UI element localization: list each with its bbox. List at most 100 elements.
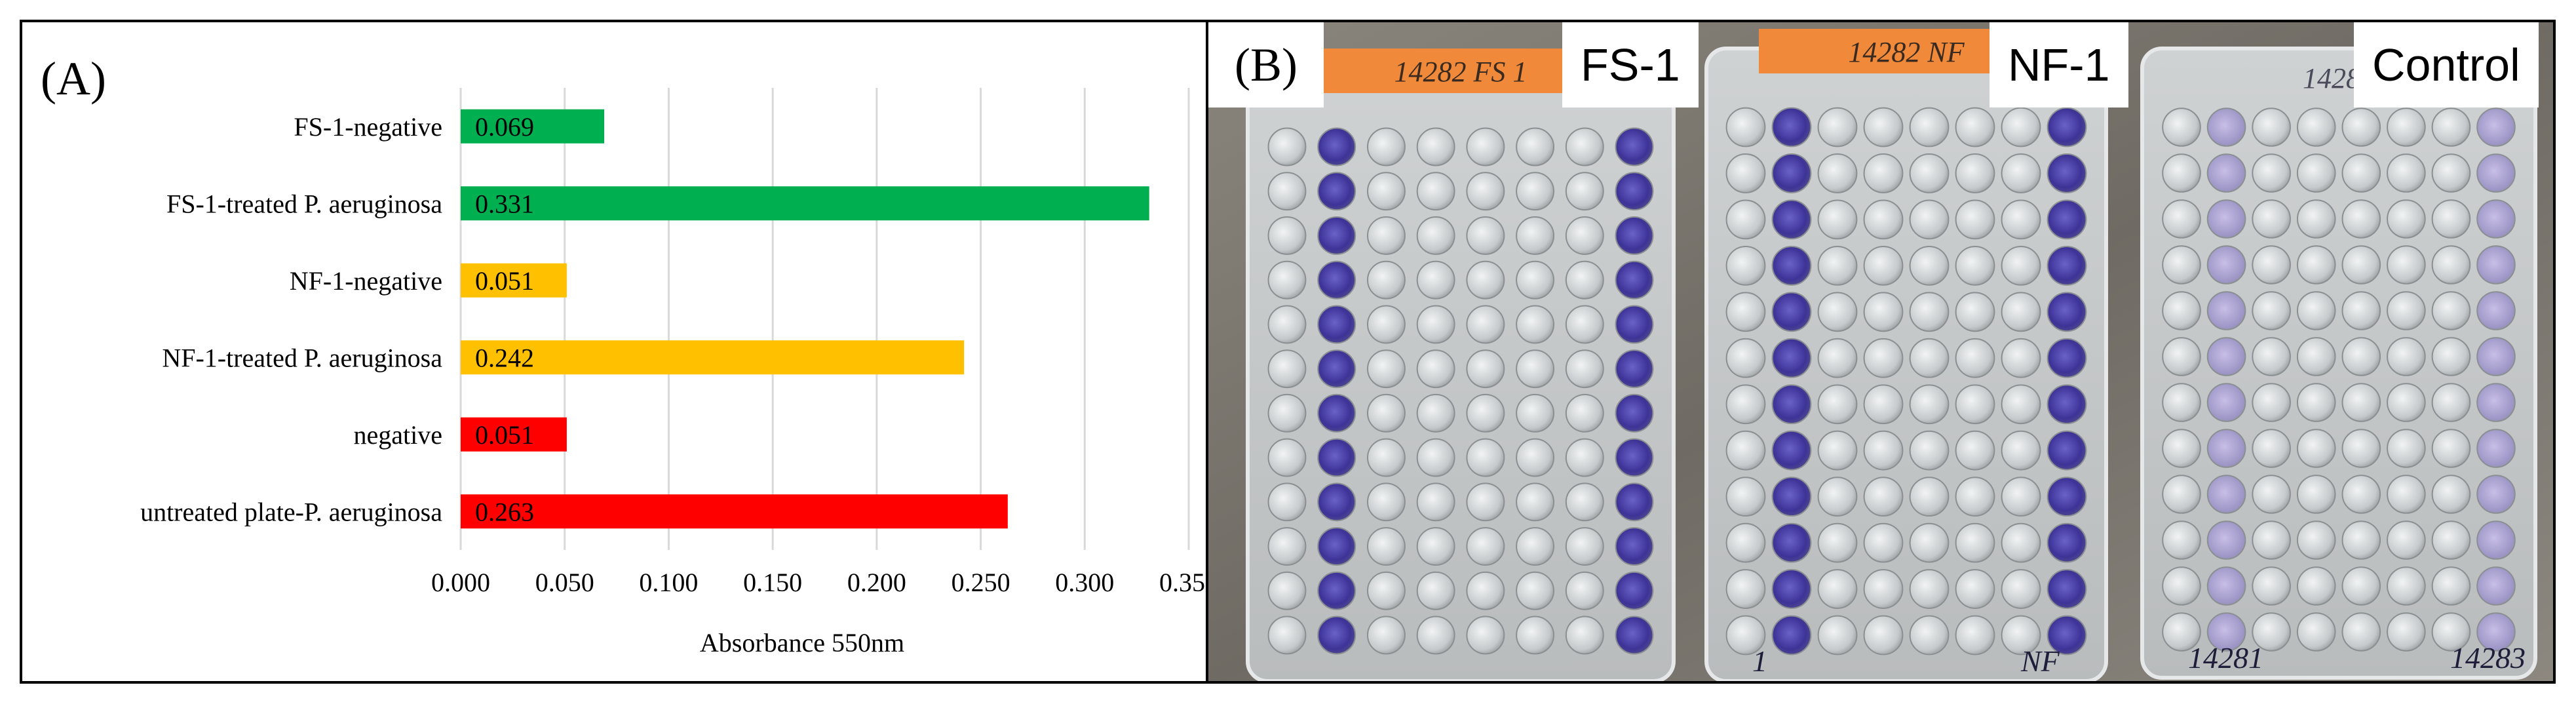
well bbox=[2162, 475, 2201, 514]
well bbox=[1863, 615, 1904, 655]
well bbox=[1516, 438, 1555, 477]
stained-well bbox=[2206, 429, 2246, 468]
bar-value-label: 0.069 bbox=[475, 112, 534, 142]
well bbox=[1955, 522, 1995, 563]
stained-well bbox=[1317, 527, 1356, 566]
bar-value-label: 0.331 bbox=[475, 189, 534, 218]
well bbox=[1817, 107, 1858, 147]
stained-well bbox=[2047, 199, 2087, 240]
plate-body bbox=[1704, 47, 2108, 681]
well bbox=[1817, 384, 1858, 425]
well bbox=[2296, 153, 2336, 193]
well bbox=[2252, 383, 2291, 422]
well bbox=[2431, 429, 2471, 468]
stained-well bbox=[1615, 527, 1654, 566]
bar bbox=[461, 109, 605, 144]
well bbox=[1366, 393, 1406, 433]
well bbox=[1267, 482, 1307, 522]
stained-well bbox=[1317, 305, 1356, 344]
well bbox=[2341, 566, 2381, 606]
well bbox=[1863, 384, 1904, 425]
well bbox=[1725, 338, 1766, 378]
well bbox=[2162, 199, 2201, 239]
bar bbox=[461, 494, 1008, 529]
well bbox=[2296, 612, 2336, 652]
stained-well bbox=[1771, 569, 1812, 609]
well bbox=[1565, 393, 1604, 433]
stained-well bbox=[1615, 216, 1654, 255]
stained-well bbox=[1317, 393, 1356, 433]
bar bbox=[461, 417, 567, 452]
stained-well bbox=[2476, 108, 2516, 147]
bar-chart: (A) 0.069 0.331 0.051 0.242 0.051 0.263 FS-1-… bbox=[41, 52, 1218, 657]
x-tick-label: 0.100 bbox=[639, 568, 698, 597]
well bbox=[1565, 216, 1604, 255]
stained-well bbox=[1771, 245, 1812, 286]
well bbox=[1366, 482, 1406, 522]
stained-well bbox=[2206, 475, 2246, 514]
well bbox=[2296, 520, 2336, 560]
well bbox=[2001, 153, 2041, 193]
well bbox=[1909, 338, 1950, 378]
stained-well bbox=[2206, 520, 2246, 560]
well bbox=[2001, 430, 2041, 471]
well bbox=[1565, 349, 1604, 389]
well bbox=[1817, 522, 1858, 563]
well bbox=[2162, 245, 2201, 284]
bar-value-label: 0.051 bbox=[475, 266, 534, 296]
stained-well bbox=[1615, 305, 1654, 344]
well bbox=[1267, 260, 1307, 300]
well bbox=[2341, 291, 2381, 330]
chart-x-tick-labels: 0.000 0.050 0.100 0.150 0.200 0.250 0.300 0.350 bbox=[431, 568, 1218, 597]
well bbox=[1863, 569, 1904, 609]
well bbox=[1366, 349, 1406, 389]
well bbox=[1516, 616, 1555, 655]
well bbox=[1725, 153, 1766, 193]
stained-well bbox=[1615, 571, 1654, 610]
bar bbox=[461, 340, 965, 375]
well bbox=[1955, 153, 1995, 193]
well bbox=[1909, 153, 1950, 193]
well bbox=[1516, 216, 1555, 255]
well bbox=[2001, 384, 2041, 425]
stained-well bbox=[2206, 566, 2246, 606]
well bbox=[2296, 429, 2336, 468]
stained-well bbox=[1615, 482, 1654, 522]
well bbox=[1725, 615, 1766, 655]
well bbox=[2341, 245, 2381, 284]
well bbox=[2387, 475, 2426, 514]
well bbox=[1955, 292, 1995, 332]
well bbox=[1416, 482, 1455, 522]
well bbox=[1863, 199, 1904, 240]
well bbox=[2162, 153, 2201, 193]
well bbox=[1466, 482, 1505, 522]
well bbox=[2387, 429, 2426, 468]
stained-well bbox=[1317, 127, 1356, 166]
bar-value-label: 0.242 bbox=[475, 343, 534, 372]
well bbox=[1725, 569, 1766, 609]
category-label: untreated plate-P. aeruginosa bbox=[140, 497, 442, 526]
stained-well bbox=[2047, 292, 2087, 332]
well bbox=[2252, 612, 2291, 652]
well bbox=[1565, 260, 1604, 300]
well bbox=[2387, 520, 2426, 560]
well bbox=[1565, 527, 1604, 566]
well bbox=[2387, 566, 2426, 606]
well bbox=[2252, 337, 2291, 376]
well bbox=[1466, 527, 1505, 566]
x-tick-label: 0.200 bbox=[847, 568, 906, 597]
well bbox=[2001, 477, 2041, 517]
well bbox=[1267, 438, 1307, 477]
stained-well bbox=[2476, 520, 2516, 560]
plate-nf1: 14282 NF 1 NF bbox=[1704, 29, 2108, 681]
well bbox=[2431, 475, 2471, 514]
label-fs1: FS-1 bbox=[1562, 22, 1699, 108]
stained-well bbox=[2047, 384, 2087, 425]
stained-well bbox=[1771, 292, 1812, 332]
well bbox=[1725, 245, 1766, 286]
stained-well bbox=[2047, 245, 2087, 286]
bar-value-label: 0.263 bbox=[475, 497, 534, 526]
plate-writing: 14283 bbox=[2450, 641, 2526, 675]
well bbox=[1863, 153, 1904, 193]
